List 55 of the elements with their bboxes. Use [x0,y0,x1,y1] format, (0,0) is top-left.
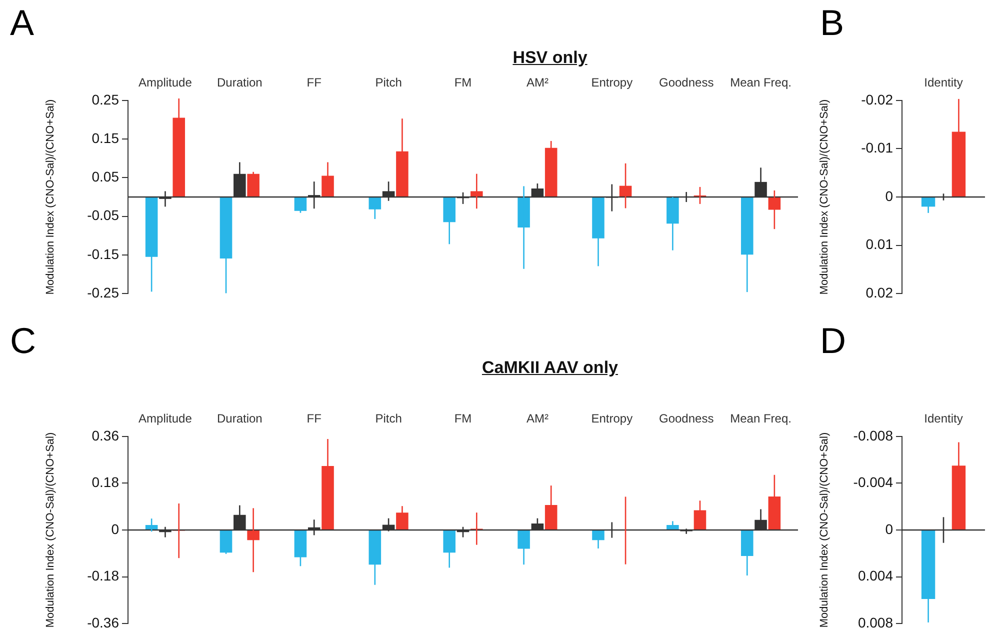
y-axis-title: Modulation Index (CNO-Sal)/(CNO+Sal) [44,99,57,295]
y-tick-label: 0.02 [866,284,894,300]
y-tick-label: -0.008 [853,427,894,444]
bar [294,197,307,211]
x-tick-label: Entropy [591,76,633,90]
y-axis-title: Modulation Index (CNO-Sal)/(CNO+Sal) [44,432,57,628]
x-tick-label: FM [454,412,472,426]
x-tick-label: Goodness [658,76,714,90]
text: A [10,2,34,44]
x-tick-label: FF [306,76,322,90]
chart-title: HSV only [512,48,588,68]
y-tick-label: 0 [885,188,894,204]
x-tick-label: FF [306,412,322,426]
y-tick-label: -0.25 [87,284,120,300]
bar [220,530,232,553]
x-tick-label: Pitch [375,412,402,426]
bar [247,174,260,197]
y-tick-label: 0.18 [92,474,120,490]
x-tick-label: Goodness [658,412,714,426]
text: C [10,320,36,362]
x-tick-label: Duration [216,412,262,426]
x-tick-label: Identity [924,412,963,426]
y-tick-label: 0.05 [92,168,120,185]
text: B [820,2,844,44]
y-tick-label: 0 [885,520,894,537]
x-tick-label: FM [454,76,472,90]
x-tick-label: Identity [924,76,963,90]
y-tick-label: -0.15 [87,246,120,262]
y-tick-label: 0.004 [858,568,894,584]
x-tick-label: Mean Freq. [730,412,792,426]
x-tick-label: Entropy [591,412,633,426]
x-tick-label: Amplitude [138,412,192,426]
y-tick-label: 0.25 [92,91,120,108]
y-tick-label: -0.36 [87,614,120,630]
x-tick-label: Mean Freq. [730,76,792,90]
y-axis-title: Modulation Index (CNO-Sal)/(CNO+Sal) [818,432,831,628]
y-tick-label: 0.008 [858,614,894,630]
x-tick-label: AM² [526,76,548,90]
y-tick-label: -0.01 [861,140,894,156]
y-tick-label: 0.15 [92,130,120,146]
y-tick-label: -0.18 [87,568,120,584]
y-tick-label: -0.004 [853,474,894,490]
y-tick-label: 0 [111,520,120,537]
y-tick-label: -0.05 [87,207,120,224]
x-tick-label: Amplitude [138,76,192,90]
x-tick-label: Duration [216,76,262,90]
y-tick-label: 0.01 [866,236,894,252]
y-tick-label: -0.02 [861,91,894,108]
bar [666,525,679,530]
x-tick-label: AM² [526,412,548,426]
y-tick-label: 0.36 [92,427,120,444]
x-tick-label: Pitch [375,76,402,90]
text: D [820,320,846,362]
chart-title: CaMKII AAV only [480,358,619,378]
y-axis-title: Modulation Index (CNO-Sal)/(CNO+Sal) [818,99,831,295]
